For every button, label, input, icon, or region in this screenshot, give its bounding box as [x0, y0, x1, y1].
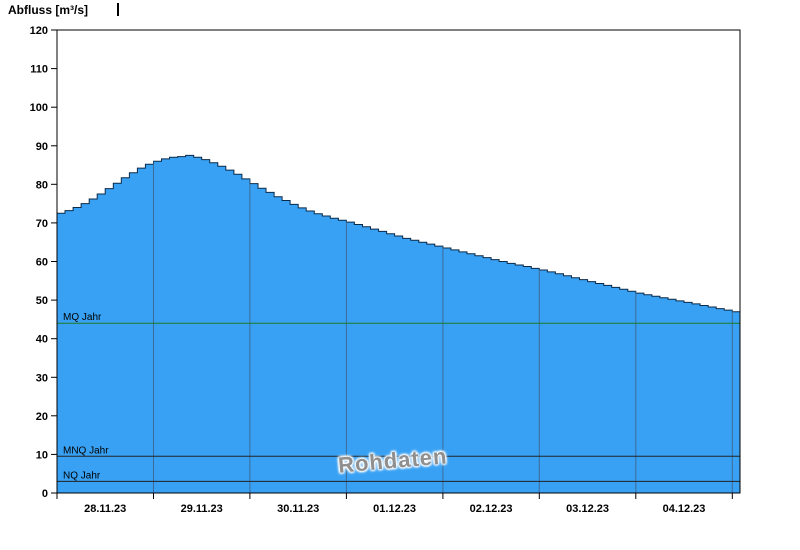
y-tick-label: 120 [30, 25, 48, 37]
y-tick-label: 110 [30, 64, 48, 76]
title-caret [117, 3, 119, 16]
ref-line-label: NQ Jahr [63, 470, 101, 481]
y-axis: 0 10 20 30 40 50 60 70 80 90 100 110 120 [30, 25, 57, 500]
y-tick-label: 80 [36, 179, 48, 191]
ref-line-label: MNQ Jahr [63, 445, 109, 456]
x-tick-label: 04.12.23 [663, 503, 706, 515]
ref-line-label: MQ Jahr [63, 312, 102, 323]
y-tick-label: 30 [36, 372, 48, 384]
y-tick-label: 20 [36, 411, 48, 423]
chart-title: Abfluss [m³/s] [8, 3, 89, 17]
x-tick-label: 29.11.23 [181, 503, 223, 515]
x-tick-label: 02.12.23 [470, 503, 513, 515]
y-tick-label: 70 [36, 218, 48, 230]
y-tick-label: 10 [36, 449, 48, 461]
x-tick-label: 28.11.23 [84, 503, 126, 515]
y-tick-label: 0 [42, 488, 48, 500]
x-tick-label: 01.12.23 [373, 503, 416, 515]
y-tick-label: 40 [36, 334, 48, 346]
reference-lines: MQ Jahr MNQ Jahr NQ Jahr [57, 312, 740, 482]
y-tick-label: 90 [36, 141, 48, 153]
area-series [57, 154, 740, 493]
x-axis: 28.11.23 29.11.23 30.11.23 01.12.23 02.12.23… [56, 493, 733, 515]
y-tick-label: 60 [36, 257, 48, 269]
y-tick-label: 50 [36, 295, 48, 307]
x-tick-label: 03.12.23 [566, 503, 609, 515]
y-tick-label: 100 [30, 102, 48, 114]
x-tick-label: 30.11.23 [277, 503, 319, 515]
